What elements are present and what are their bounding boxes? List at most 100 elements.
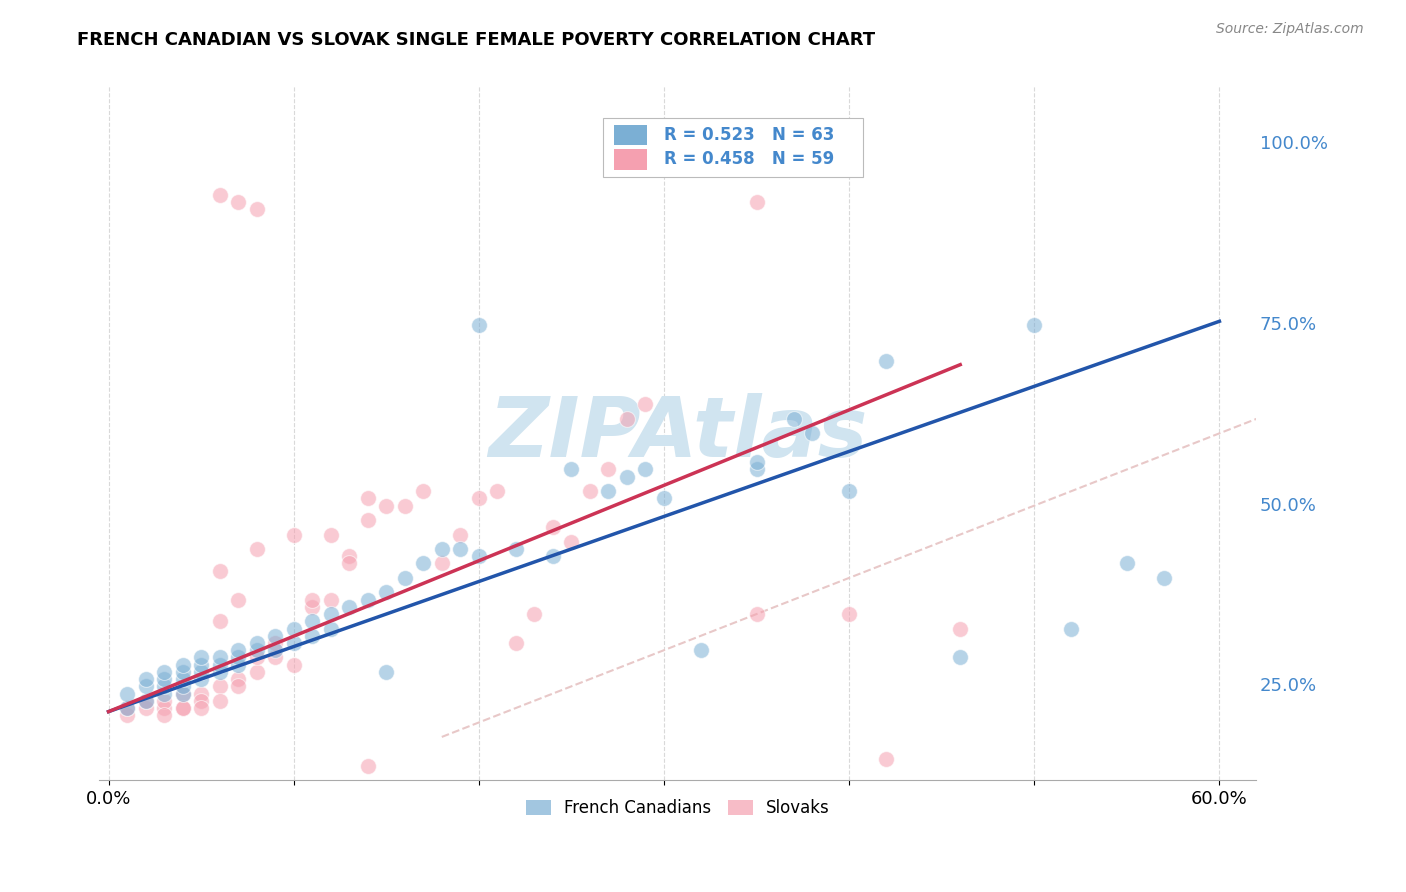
Bar	[603, 118, 863, 177]
French Canadians	[172, 687, 194, 701]
Slovaks	[208, 614, 231, 628]
Text: Source: ZipAtlas.com: Source: ZipAtlas.com	[1216, 22, 1364, 37]
French Canadians	[616, 469, 638, 483]
French Canadians	[172, 672, 194, 686]
Slovaks	[616, 412, 638, 426]
Slovaks	[153, 701, 176, 715]
French Canadians	[875, 354, 897, 368]
French Canadians	[412, 557, 434, 571]
Slovaks	[357, 513, 380, 527]
Slovaks	[357, 759, 380, 773]
French Canadians	[375, 585, 398, 599]
Slovaks	[357, 491, 380, 506]
French Canadians	[745, 462, 768, 476]
Slovaks	[283, 657, 305, 672]
French Canadians	[301, 629, 323, 643]
Slovaks	[115, 701, 138, 715]
Slovaks	[172, 687, 194, 701]
French Canadians	[153, 687, 176, 701]
French Canadians	[208, 650, 231, 665]
Slovaks	[319, 527, 342, 541]
French Canadians	[172, 679, 194, 693]
Slovaks	[264, 650, 287, 665]
French Canadians	[135, 672, 157, 686]
French Canadians	[190, 665, 212, 679]
Slovaks	[541, 520, 564, 534]
French Canadians	[153, 679, 176, 693]
Slovaks	[375, 499, 398, 513]
Slovaks	[208, 564, 231, 578]
French Canadians	[208, 657, 231, 672]
Slovaks	[598, 462, 620, 476]
French Canadians	[135, 694, 157, 708]
Slovaks	[430, 557, 453, 571]
French Canadians	[1060, 622, 1083, 636]
French Canadians	[226, 657, 249, 672]
French Canadians	[505, 541, 527, 556]
Slovaks	[838, 607, 860, 621]
French Canadians	[190, 650, 212, 665]
French Canadians	[208, 665, 231, 679]
Slovaks	[412, 484, 434, 499]
Slovaks	[226, 672, 249, 686]
French Canadians	[246, 643, 269, 657]
Bar	[614, 149, 647, 169]
Slovaks	[283, 527, 305, 541]
French Canadians	[801, 426, 824, 441]
Text: FRENCH CANADIAN VS SLOVAK SINGLE FEMALE POVERTY CORRELATION CHART: FRENCH CANADIAN VS SLOVAK SINGLE FEMALE …	[77, 31, 876, 49]
Slovaks	[226, 194, 249, 209]
French Canadians	[246, 636, 269, 650]
French Canadians	[226, 650, 249, 665]
French Canadians	[468, 549, 491, 564]
Slovaks	[208, 187, 231, 202]
Slovaks	[394, 499, 416, 513]
Slovaks	[745, 607, 768, 621]
Slovaks	[246, 541, 269, 556]
French Canadians	[264, 643, 287, 657]
Text: 75.0%: 75.0%	[1260, 316, 1317, 334]
Slovaks	[875, 751, 897, 765]
French Canadians	[115, 687, 138, 701]
French Canadians	[226, 643, 249, 657]
French Canadians	[1024, 318, 1046, 332]
French Canadians	[337, 599, 360, 614]
Slovaks	[301, 599, 323, 614]
Slovaks	[337, 557, 360, 571]
Text: 100.0%: 100.0%	[1260, 136, 1327, 153]
Slovaks	[745, 194, 768, 209]
Text: R = 0.523   N = 63: R = 0.523 N = 63	[664, 126, 835, 144]
French Canadians	[375, 665, 398, 679]
French Canadians	[283, 622, 305, 636]
French Canadians	[449, 541, 471, 556]
French Canadians	[430, 541, 453, 556]
Text: R = 0.458   N = 59: R = 0.458 N = 59	[664, 150, 834, 169]
French Canadians	[319, 622, 342, 636]
Text: 25.0%: 25.0%	[1260, 677, 1317, 696]
Slovaks	[190, 701, 212, 715]
Slovaks	[246, 202, 269, 217]
French Canadians	[468, 318, 491, 332]
French Canadians	[838, 484, 860, 499]
Slovaks	[449, 527, 471, 541]
French Canadians	[634, 462, 657, 476]
Slovaks	[246, 665, 269, 679]
French Canadians	[319, 607, 342, 621]
Slovaks	[634, 397, 657, 411]
Slovaks	[246, 650, 269, 665]
Slovaks	[468, 491, 491, 506]
Slovaks	[208, 679, 231, 693]
Slovaks	[226, 592, 249, 607]
French Canadians	[283, 636, 305, 650]
Legend: French Canadians, Slovaks: French Canadians, Slovaks	[519, 793, 837, 824]
Slovaks	[190, 687, 212, 701]
Text: ZIPAtlas: ZIPAtlas	[488, 392, 868, 474]
French Canadians	[357, 592, 380, 607]
French Canadians	[172, 665, 194, 679]
French Canadians	[190, 657, 212, 672]
French Canadians	[949, 650, 972, 665]
Slovaks	[172, 701, 194, 715]
Slovaks	[486, 484, 509, 499]
Slovaks	[337, 549, 360, 564]
French Canadians	[172, 657, 194, 672]
Slovaks	[949, 622, 972, 636]
